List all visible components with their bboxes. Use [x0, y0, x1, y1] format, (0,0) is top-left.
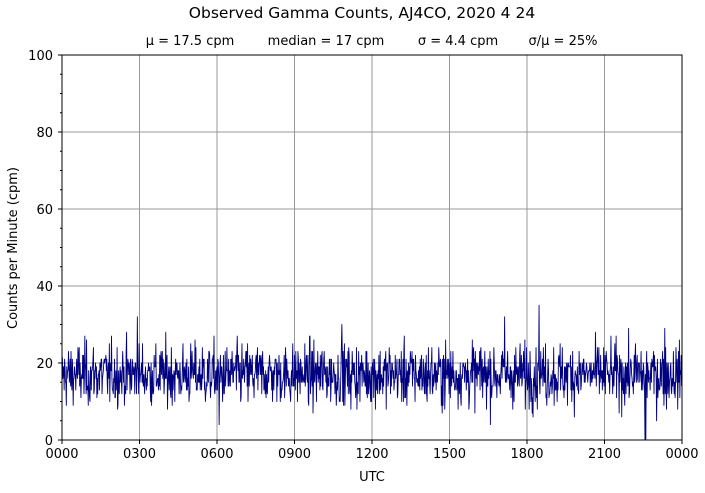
x-tick-label: 1200 — [355, 447, 388, 462]
x-tick-label: 0900 — [278, 447, 311, 462]
x-tick-label: 2100 — [588, 447, 621, 462]
x-tick-label: 1800 — [510, 447, 543, 462]
x-tick-label: 0600 — [200, 447, 233, 462]
counts-line — [61, 304, 683, 441]
y-tick-label: 20 — [36, 357, 53, 372]
y-tick-label: 60 — [36, 203, 53, 218]
y-tick-label: 0 — [45, 434, 53, 449]
series-counts — [61, 304, 683, 441]
y-tick-label: 100 — [28, 49, 53, 64]
subtitle-sigma: σ = 4.4 cpm — [418, 34, 498, 49]
x-tick-label: 0300 — [123, 447, 156, 462]
axis-ticks: 0000 0300 0600 0900 1200 1500 1800 2100 00000204… — [28, 49, 698, 462]
y-axis-label: Counts per Minute (cpm) — [6, 167, 21, 329]
x-axis-label: UTC — [359, 470, 385, 485]
subtitle-mean: μ = 17.5 cpm — [146, 34, 235, 49]
y-tick-label: 40 — [36, 280, 53, 295]
x-tick-label: 1500 — [433, 447, 466, 462]
subtitle-ratio: σ/μ = 25% — [529, 34, 598, 49]
gridlines — [62, 55, 682, 440]
x-tick-label: 0000 — [45, 447, 78, 462]
y-tick-label: 80 — [36, 126, 53, 141]
subtitle-median: median = 17 cpm — [268, 34, 385, 49]
x-tick-label: 0000 — [665, 447, 698, 462]
chart-title: Observed Gamma Counts, AJ4CO, 2020 4 24 — [189, 4, 535, 22]
